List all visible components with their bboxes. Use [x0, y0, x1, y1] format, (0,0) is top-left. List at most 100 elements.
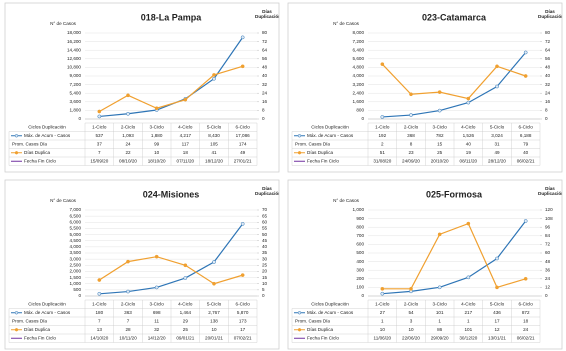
table-header-cell: 3-Ciclo — [433, 301, 448, 306]
table-cell: 5,870 — [237, 310, 249, 315]
series-line — [382, 52, 527, 118]
y-tick-label: 800 — [356, 108, 364, 113]
series-marker — [495, 256, 499, 261]
y2-tick-label: 10 — [262, 281, 268, 286]
y2-axis-label: Días Duplicación — [538, 186, 562, 196]
series-marker — [409, 286, 413, 291]
table-row-label: Máx. de Acum - Casos — [24, 310, 71, 315]
series-marker — [466, 221, 471, 226]
y-tick-label: 0 — [361, 293, 364, 298]
y-tick-label: 500 — [356, 250, 364, 255]
series-line — [382, 222, 526, 290]
series-marker — [437, 90, 442, 94]
panel: 025-Formosa N° de Casos Días Duplicación 0 1… — [287, 179, 563, 350]
series-marker — [212, 260, 216, 264]
y2-tick-label: 16 — [545, 99, 551, 104]
y-axis-label: N° de Casos — [50, 198, 77, 203]
y-tick-label: 1,500 — [70, 275, 82, 280]
y-tick-label: 14,400 — [67, 47, 81, 52]
table-cell: 13 — [97, 327, 103, 332]
table-cell: 06/02/21 — [517, 335, 535, 340]
series-marker — [126, 93, 130, 98]
table-row-label: Prom. Casos Día — [295, 318, 330, 323]
table-cell: 872 — [522, 310, 530, 315]
table-header-label: Ciclos Duplicación — [311, 124, 349, 129]
series-marker — [154, 254, 159, 259]
table-cell: 24/09/20 — [402, 158, 420, 163]
y2-tick-label: 40 — [262, 73, 268, 78]
table-cell: 17,086 — [236, 133, 250, 138]
table-cell: 24 — [523, 327, 529, 332]
table-header-label: Ciclos Duplicación — [28, 124, 66, 129]
table-header-cell: 4-Ciclo — [461, 301, 476, 306]
y-tick-label: 4,000 — [353, 73, 365, 78]
table-header-cell: 2-Ciclo — [121, 124, 136, 129]
table-header-cell: 6-Ciclo — [519, 124, 534, 129]
series-line — [99, 65, 243, 112]
table-cell: 1,880 — [151, 133, 163, 138]
y-tick-label: 2,000 — [70, 269, 82, 274]
y-tick-label: 16,200 — [67, 39, 81, 44]
panel-border — [4, 2, 280, 173]
y2-tick-label: 0 — [262, 293, 265, 298]
y-tick-label: 500 — [73, 287, 81, 292]
table-header-cell: 5-Ciclo — [207, 301, 222, 306]
legend-key-marker — [297, 134, 302, 138]
table-cell: 25 — [437, 150, 443, 155]
table-row-label: Máx. de Acum - Casos — [24, 133, 71, 138]
table-cell: 12 — [494, 327, 500, 332]
panel-border — [4, 179, 280, 350]
table-cell: 18 — [523, 318, 529, 323]
y2-tick-label: 24 — [545, 276, 551, 281]
table-cell: 2,767 — [208, 310, 220, 315]
table-cell: 54 — [408, 310, 414, 315]
series-marker — [466, 275, 471, 280]
panel-border — [287, 179, 563, 350]
series-marker — [240, 222, 245, 226]
series-marker — [126, 289, 130, 294]
table-cell: 8 — [410, 141, 413, 146]
table-cell: 17 — [240, 327, 246, 332]
y-tick-label: 4,500 — [70, 238, 82, 243]
series-marker — [126, 111, 130, 116]
y2-tick-label: 60 — [545, 250, 551, 255]
y-tick-label: 5,600 — [353, 56, 365, 61]
y2-tick-label: 0 — [545, 116, 548, 121]
y-tick-label: 100 — [356, 285, 364, 290]
chart-title: 025-Formosa — [426, 189, 483, 199]
panel-border — [287, 2, 563, 173]
y2-tick-label: 45 — [262, 238, 268, 243]
y-tick-label: 5,500 — [70, 226, 82, 231]
table-header-cell: 4-Ciclo — [178, 124, 193, 129]
y2-tick-label: 60 — [262, 220, 268, 225]
y-tick-label: 8,000 — [353, 30, 365, 35]
table-cell: 51 — [380, 150, 386, 155]
table-cell: 363 — [124, 310, 132, 315]
table-cell: 537 — [95, 133, 103, 138]
y-tick-label: 7,000 — [70, 207, 82, 212]
table-header-cell: 4-Ciclo — [178, 301, 193, 306]
y2-tick-label: 5 — [262, 287, 265, 292]
table-cell: 14/10/20 — [90, 335, 108, 340]
table-cell: 18/12/20 — [205, 158, 223, 163]
y2-tick-label: 55 — [262, 226, 268, 231]
table-header-cell: 2-Ciclo — [404, 124, 419, 129]
table-row-label: Días Duplica — [307, 327, 333, 332]
table-cell: 08/11/20 — [460, 158, 478, 163]
table-row-label: Fecha Fin Ciclo — [307, 158, 339, 163]
series-marker — [523, 219, 528, 223]
table-header-cell: 5-Ciclo — [207, 124, 222, 129]
table-row-label: Máx. de Acum - Casos — [307, 133, 354, 138]
y-tick-label: 4,800 — [353, 65, 365, 70]
y-axis-label: N° de Casos — [50, 21, 77, 26]
table-cell: 174 — [239, 141, 247, 146]
chart-title: 024-Misiones — [143, 189, 200, 199]
y2-axis-label: Días Duplicación — [538, 9, 562, 19]
series-marker — [380, 115, 385, 119]
table-header-cell: 1-Ciclo — [375, 124, 390, 129]
y-tick-label: 800 — [356, 224, 364, 229]
table-cell: 101 — [464, 327, 472, 332]
table-cell: 10 — [154, 150, 160, 155]
y2-tick-label: 25 — [262, 263, 268, 268]
series-marker — [183, 263, 188, 268]
